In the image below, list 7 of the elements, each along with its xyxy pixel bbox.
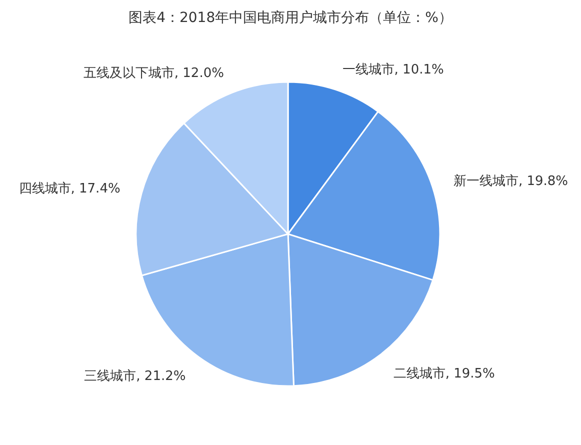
slice-label: 一线城市, 10.1% <box>342 62 444 78</box>
slice-label: 五线及以下城市, 12.0% <box>83 66 224 82</box>
slice-label: 四线城市, 17.4% <box>18 182 120 197</box>
chart-title: 图表4：2018年中国电商用户城市分布（单位：%） <box>128 10 452 26</box>
slice-label: 新一线城市, 19.8% <box>453 174 568 190</box>
slice-label: 三线城市, 21.2% <box>84 368 186 384</box>
slice-label: 二线城市, 19.5% <box>393 366 495 382</box>
